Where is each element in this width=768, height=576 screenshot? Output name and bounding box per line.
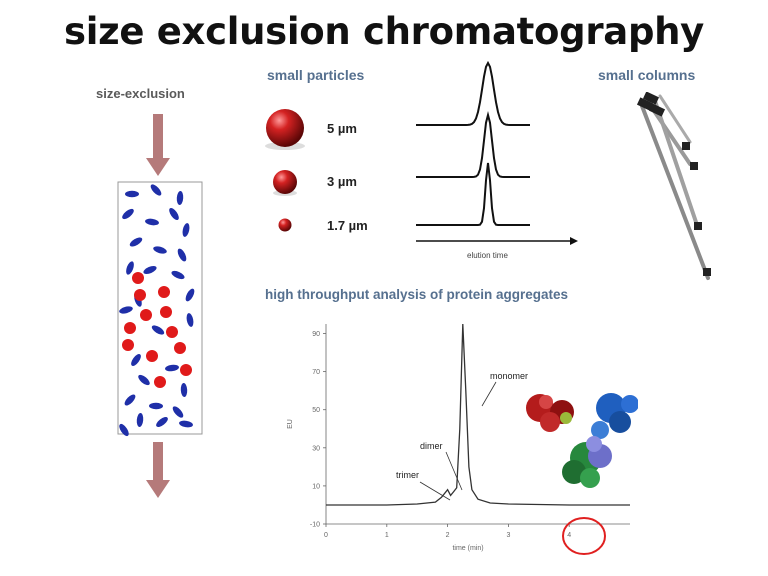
column-beads xyxy=(119,184,195,437)
blue-bead xyxy=(119,423,129,437)
size-label-3um: 3 µm xyxy=(327,174,357,189)
blue-bead xyxy=(172,406,184,418)
blue-bead xyxy=(131,354,141,366)
peak-5um xyxy=(416,60,530,126)
chromatogram-trace xyxy=(326,323,630,506)
highlight-circle xyxy=(562,517,606,555)
particle-1-7um-sphere xyxy=(278,218,292,232)
blue-bead xyxy=(125,190,139,198)
blue-bead xyxy=(182,223,190,237)
red-bead xyxy=(174,342,186,354)
y-tick-label: 30 xyxy=(312,445,320,452)
x-axis-label: time (min) xyxy=(452,545,483,552)
blue-bead xyxy=(124,394,136,406)
blue-bead xyxy=(177,248,187,262)
red-bead xyxy=(146,350,158,362)
blue-bead xyxy=(151,325,165,335)
blue-bead xyxy=(169,207,179,221)
blue-bead xyxy=(122,208,134,220)
blue-bead xyxy=(119,306,133,314)
y-tick-label: 50 xyxy=(312,407,320,414)
x-tick-label: 2 xyxy=(446,532,450,539)
y-axis-label: EU xyxy=(287,419,294,429)
red-bead xyxy=(180,364,192,376)
blue-bead xyxy=(156,417,168,427)
arrow-down-top-icon xyxy=(146,114,170,176)
annotation-dimer: dimer xyxy=(420,441,443,451)
annotation-monomer: monomer xyxy=(490,371,528,381)
x-tick-label: 3 xyxy=(506,532,510,539)
blue-bead xyxy=(153,246,167,254)
blue-bead xyxy=(149,402,163,410)
blue-bead xyxy=(176,191,184,205)
arrow-down-bottom-icon xyxy=(146,442,170,498)
annotation-trimer: trimer xyxy=(396,470,419,480)
blue-bead xyxy=(145,218,159,226)
dimer-pointer xyxy=(445,451,463,491)
particle-spheres xyxy=(265,109,305,232)
blue-bead xyxy=(126,261,134,275)
blue-bead xyxy=(129,237,143,247)
peak-3um xyxy=(416,111,530,178)
red-bead xyxy=(132,272,144,284)
particle-5um-sphere xyxy=(266,109,304,147)
small-particles-heading: small particles xyxy=(267,67,365,83)
red-bead xyxy=(158,286,170,298)
blue-bead xyxy=(179,420,193,428)
red-bead xyxy=(134,289,146,301)
small-columns-image xyxy=(636,92,711,280)
red-bead xyxy=(140,309,152,321)
blue-bead xyxy=(150,184,162,196)
y-tick-label: -10 xyxy=(310,522,320,529)
red-bead xyxy=(160,306,172,318)
blue-bead xyxy=(143,265,157,275)
size-label-1-7um: 1.7 µm xyxy=(327,218,368,233)
blue-bead xyxy=(165,364,179,372)
red-bead xyxy=(166,326,178,338)
page-title: size exclusion chromatography xyxy=(64,10,704,53)
small-columns-heading: small columns xyxy=(598,67,696,83)
red-bead xyxy=(122,339,134,351)
x-tick-label: 4 xyxy=(567,532,571,539)
size-exclusion-label: size-exclusion xyxy=(96,86,185,101)
elution-peaks xyxy=(416,60,578,245)
blue-bead xyxy=(180,383,188,397)
red-bead xyxy=(154,376,166,388)
peak-1-7um xyxy=(416,162,530,226)
blue-bead xyxy=(136,413,144,427)
aggregates-chromatogram: 0 1 2 3 4 90 70 50 30 10 -10 EU time (min) monomer d… xyxy=(287,323,638,555)
y-tick-label: 90 xyxy=(312,331,320,338)
x-tick-label: 0 xyxy=(324,532,328,539)
protein-antibody-image xyxy=(526,393,638,488)
red-bead xyxy=(124,322,136,334)
axis-arrow-icon xyxy=(570,237,578,245)
blue-bead xyxy=(186,313,194,327)
column-diagram xyxy=(117,114,203,498)
blue-bead xyxy=(138,374,150,386)
blue-bead xyxy=(171,270,185,280)
aggregates-heading: high throughput analysis of protein aggr… xyxy=(265,287,569,302)
size-label-5um: 5 µm xyxy=(327,121,357,136)
trimer-pointer xyxy=(419,481,451,501)
monomer-pointer xyxy=(481,381,497,407)
x-tick-label: 1 xyxy=(385,532,389,539)
elution-time-label: elution time xyxy=(467,251,508,260)
blue-bead xyxy=(185,288,195,302)
y-tick-label: 70 xyxy=(312,369,320,376)
particle-3um-sphere xyxy=(273,170,297,194)
y-tick-label: 10 xyxy=(312,483,320,490)
